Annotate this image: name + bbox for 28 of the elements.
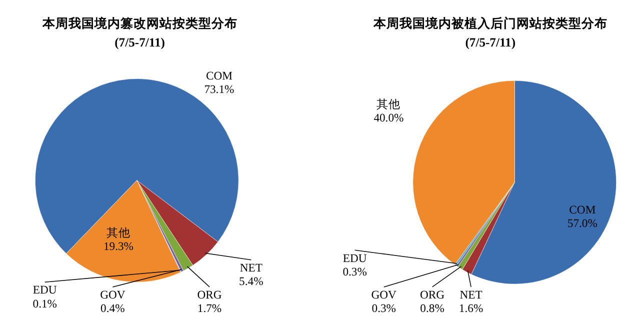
data-label: 0.3% [342,265,368,278]
data-label: 0.3% [372,302,396,316]
chart-title: 本周我国境内篡改网站按类型分布 [41,15,238,30]
data-label: 0.8% [420,302,445,316]
data-label: 1.6% [458,302,484,316]
chart-subtitle: (7/5-7/11) [465,36,516,50]
data-label: 0.1% [32,297,58,310]
slice-label: 其他 [376,98,401,111]
data-label: 0.4% [100,302,126,316]
slice-label: NET [240,261,262,274]
slice-label: GOV [371,288,398,302]
slice-label: EDU [342,252,368,265]
slice-label: EDU [32,284,58,297]
data-label: 73.1% [204,83,235,96]
slice-label: COM [569,203,596,216]
slice-label: COM [206,70,232,83]
slice-label: 其他 [106,226,130,240]
chart-subtitle: (7/5-7/11) [114,36,165,50]
slice-label: ORG [420,288,446,302]
data-label: 19.3% [103,240,134,254]
data-label: 1.7% [197,302,222,316]
data-label: 40.0% [374,111,404,124]
data-label: 57.0% [567,216,598,230]
slice-label: NET [460,288,482,302]
slice-label: GOV [100,288,126,302]
data-label: 5.4% [239,275,264,288]
chart-title: 本周我国境内被植入后门网站按类型分布 [372,15,608,30]
slice-label: ORG [197,288,222,302]
